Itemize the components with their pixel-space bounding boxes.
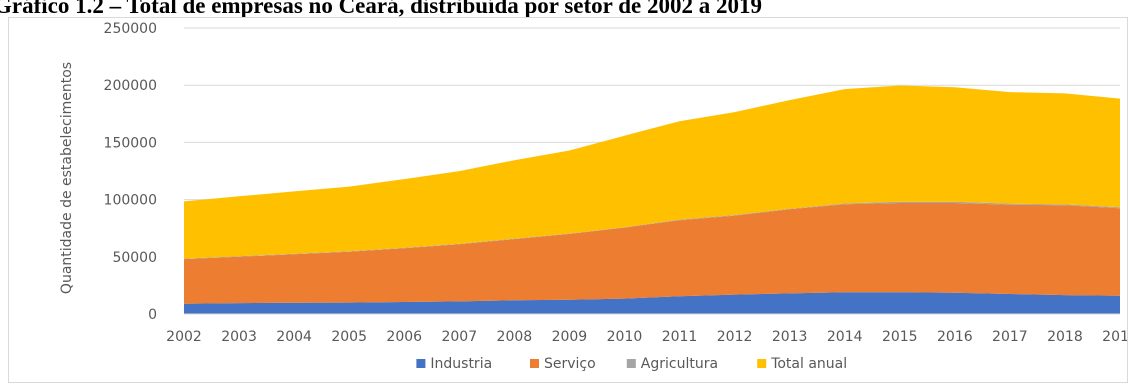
y-tick-label: 200000 [104,78,157,94]
legend-swatch [757,359,767,368]
x-tick-label: 2009 [552,329,588,345]
x-tick-label: 2005 [331,329,367,345]
x-tick-label: 2003 [221,329,257,345]
x-tick-label: 2016 [937,329,973,345]
x-tick-label: 2019 [1102,329,1127,345]
x-tick-label: 2013 [772,329,808,345]
x-tick-label: 2012 [717,329,753,345]
legend: Industria Serviço Agricultura Total anual [416,356,847,372]
y-axis-label: Quantidade de estabelecimentos [59,62,75,294]
area-series-total-anual [184,85,1120,259]
x-tick-label: 2007 [441,329,477,345]
x-tick-label: 2015 [882,329,918,345]
y-tick-label: 150000 [104,135,157,151]
y-tick-label: 50000 [112,250,157,266]
x-tick-label: 2004 [276,329,312,345]
x-tick-label: 2008 [497,329,533,345]
chart-title: Gráfico 1.2 – Total de empresas no Ceará… [0,0,762,18]
x-tick-label: 2006 [386,329,422,345]
y-tick-label: 250000 [104,21,157,37]
legend-swatch [530,359,539,368]
area-series-servi-o [184,203,1120,304]
x-tick-label: 2010 [607,329,643,345]
y-tick-label: 100000 [104,193,157,209]
stacked-area-chart: 0 50000 100000 150000 200000 250000 2002 2003 20… [59,21,1127,372]
x-tick-label: 2002 [166,329,202,345]
area-series-industria [184,292,1120,314]
legend-swatch [626,359,636,368]
x-tick-label: 2011 [662,329,698,345]
legend-label: Serviço [544,356,596,372]
x-tick-label: 2018 [1047,329,1083,345]
x-tick-label: 2017 [992,329,1028,345]
legend-label: Total anual [770,356,847,372]
x-tick-label: 2014 [827,329,863,345]
legend-label: Agricultura [641,356,718,372]
y-tick-label: 0 [148,307,157,323]
legend-swatch [416,359,426,368]
area-series-group [184,85,1120,314]
chart-area: 0 50000 100000 150000 200000 250000 2002 2003 20… [8,17,1128,383]
axes: 0 50000 100000 150000 200000 250000 2002 2003 20… [104,21,1127,345]
legend-label: Industria [430,356,492,372]
